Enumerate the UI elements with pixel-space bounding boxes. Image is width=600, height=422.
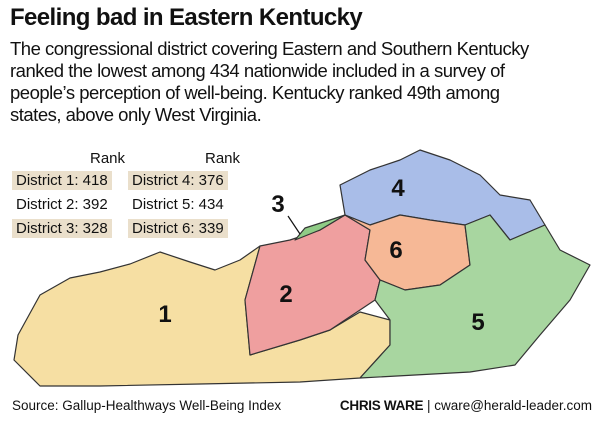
table-cell: District 3: 328: [12, 219, 112, 238]
description-line: people’s perception of well-being. Kentu…: [10, 82, 500, 103]
source: Source: Gallup-Healthways Well-Being Ind…: [12, 398, 282, 413]
table-cell: District 5: 434: [132, 196, 224, 213]
table-cell: District 6: 339: [128, 219, 228, 238]
leader-line: [287, 215, 301, 235]
district-5: [359, 214, 591, 379]
title: Feeling bad in Eastern Kentucky: [10, 4, 363, 31]
district-label: 2: [279, 281, 292, 308]
credit-email: | cware@herald-leader.com: [426, 398, 592, 413]
table-cell: District 2: 392: [16, 196, 108, 213]
district-label: 3: [271, 191, 284, 218]
description-line: The congressional district covering East…: [10, 38, 529, 59]
district-label: 4: [391, 175, 405, 202]
credit-name: CHRIS WARE: [339, 398, 424, 413]
district-label: 5: [471, 309, 484, 336]
district-label: 6: [389, 237, 402, 264]
description-line: states, above only West Virginia.: [10, 104, 262, 125]
column-header: Rank: [90, 150, 126, 167]
district-3: [294, 214, 346, 241]
table-cell: District 4: 376: [128, 171, 228, 190]
description: The congressional district covering East…: [10, 38, 529, 126]
credit: CHRIS WARE | cware@herald-leader.com: [340, 398, 592, 413]
district-label: 1: [158, 301, 171, 328]
table-cell: District 1: 418: [12, 171, 112, 190]
description-line: ranked the lowest among 434 nationwide i…: [10, 60, 505, 81]
column-header: Rank: [205, 150, 241, 167]
